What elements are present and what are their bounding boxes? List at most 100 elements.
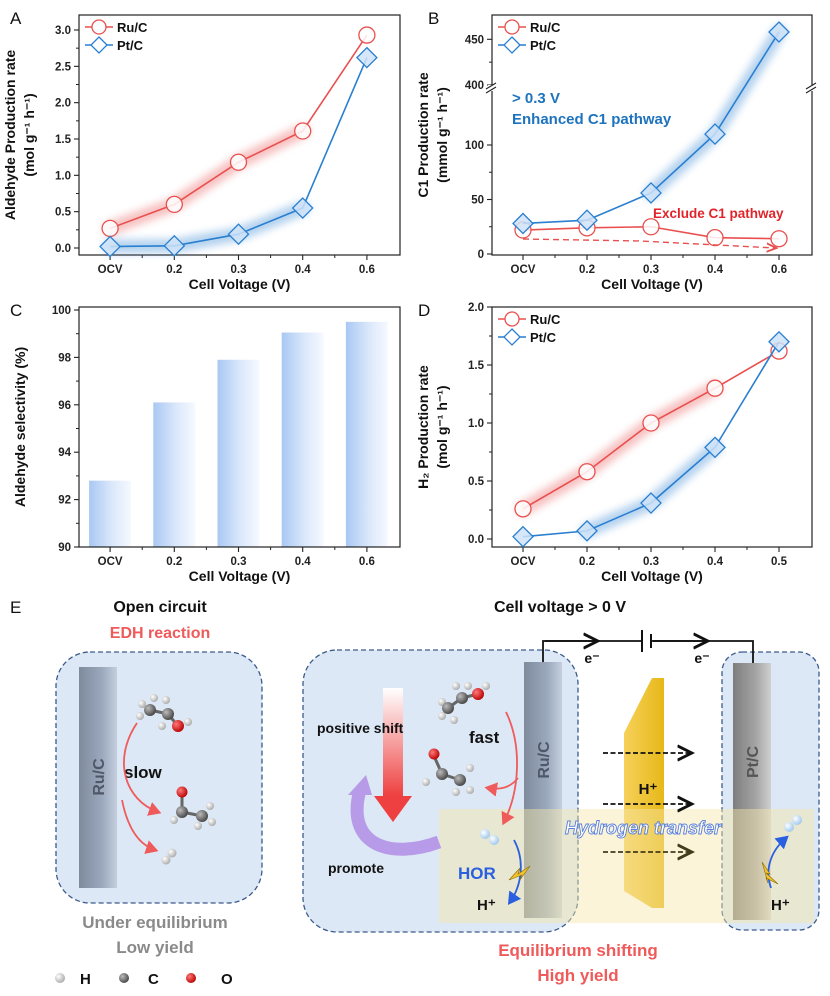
ru-c-electrode-left bbox=[79, 667, 117, 888]
positive-shift-label: positive shift bbox=[317, 720, 404, 736]
y-tick-label: 1.0 bbox=[468, 418, 484, 430]
y-tick-label: 2.5 bbox=[55, 61, 72, 73]
chart-panel-b: OCV 0.2 0.3 0.4 0.6 0 50 100 400 450 Cell Voltage … bbox=[415, 14, 817, 292]
chart-panel-d: OCV 0.2 0.3 0.4 0.5 0.0 0.5 1.0 1.5 2.0 Cell Volta… bbox=[415, 302, 813, 584]
y-tick-label: 1.5 bbox=[55, 134, 72, 146]
atom-legend-c: C bbox=[148, 971, 159, 988]
y-tick-label: 100 bbox=[52, 305, 71, 317]
annotation-enhanced-c1: Enhanced C1 pathway bbox=[512, 111, 672, 128]
data-point-Ru/C bbox=[642, 414, 660, 432]
her-arrow-cathode bbox=[767, 835, 789, 889]
y-axis-title: Aldehyde selectivity (%) bbox=[12, 347, 28, 507]
data-point-Pt/C bbox=[640, 182, 662, 204]
pt-c-label: Pt/C bbox=[745, 746, 762, 778]
x-tick-label: 0.4 bbox=[295, 556, 312, 568]
h2-molecule-anode bbox=[480, 829, 499, 845]
y-axis-title: (mol g⁻¹ h⁻¹) bbox=[21, 93, 37, 176]
bar-0.3 bbox=[217, 359, 260, 547]
x-tick-label: 0.6 bbox=[771, 264, 787, 276]
axis-break-mark bbox=[485, 82, 497, 94]
x-tick-label: 0.6 bbox=[359, 264, 375, 276]
data-point-Pt/C bbox=[99, 235, 122, 258]
data-point-Ru/C bbox=[165, 195, 183, 214]
ru-c-electrode-right bbox=[524, 662, 562, 918]
carbon-atom-icon bbox=[119, 973, 129, 983]
panel-label-a: A bbox=[10, 9, 22, 28]
x-tick-label: 0.2 bbox=[579, 264, 595, 276]
x-tick-label: OCV bbox=[98, 556, 123, 568]
data-point-Ru/C bbox=[706, 379, 724, 397]
edh-reaction-label: EDH reaction bbox=[110, 625, 210, 642]
hor-label: HOR bbox=[458, 864, 496, 883]
y-tick-label: 0.0 bbox=[55, 243, 71, 255]
proton-anode-label: H⁺ bbox=[477, 897, 496, 914]
x-tick-label: 0.3 bbox=[231, 264, 247, 276]
x-tick-label: 0.2 bbox=[166, 264, 182, 276]
axis-break-gap bbox=[488, 85, 496, 91]
hydrogen-transfer-band bbox=[439, 809, 814, 923]
y-tick-label: 1.0 bbox=[55, 170, 71, 182]
annotation-exclude-c1: Exclude C1 pathway bbox=[653, 206, 784, 221]
panel-label-c: C bbox=[10, 301, 22, 320]
oxygen-atom-icon bbox=[186, 973, 196, 983]
y-tick-label: 3.0 bbox=[55, 25, 71, 37]
x-axis-title: Cell Voltage (V) bbox=[189, 276, 291, 292]
acetaldehyde-molecule-right bbox=[422, 748, 474, 796]
reaction-arrow-right bbox=[501, 711, 518, 826]
x-axis-title: Cell Voltage (V) bbox=[189, 568, 291, 584]
schematic-panel-e: E Open circuit EDH reaction Cell voltage… bbox=[10, 598, 820, 988]
bar-OCV bbox=[89, 480, 132, 547]
y-tick-label: 450 bbox=[465, 34, 484, 46]
x-axis-title: Cell Voltage (V) bbox=[601, 568, 703, 584]
bar-0.2 bbox=[153, 402, 196, 547]
data-point-Ru/C bbox=[578, 463, 596, 481]
open-circuit-title: Open circuit bbox=[113, 599, 207, 616]
data-point-Ru/C bbox=[294, 122, 312, 140]
data-point-Pt/C bbox=[768, 330, 790, 353]
x-tick-label: OCV bbox=[511, 556, 536, 568]
panel-label-d: D bbox=[418, 301, 430, 320]
y-tick-label: 90 bbox=[58, 542, 71, 554]
data-point-Pt/C bbox=[704, 436, 726, 459]
panel-label-b: B bbox=[428, 9, 439, 28]
x-tick-label: 0.3 bbox=[643, 264, 659, 276]
atom-legend: H C O bbox=[55, 971, 233, 988]
x-tick-label: 0.4 bbox=[707, 264, 724, 276]
data-point-Pt/C bbox=[576, 519, 598, 542]
legend-marker-diamond bbox=[503, 328, 521, 346]
ru-c-label-right: Ru/C bbox=[536, 741, 553, 779]
data-point-Ru/C bbox=[706, 228, 724, 247]
pt-c-electrode bbox=[733, 663, 771, 920]
y-tick-label: 0 bbox=[478, 249, 484, 261]
data-point-Ru/C bbox=[358, 26, 376, 44]
data-point-Pt/C bbox=[576, 209, 598, 232]
y-axis-title: C1 Production rate bbox=[415, 72, 431, 197]
promote-label: promote bbox=[328, 860, 384, 876]
y-tick-label: 0.5 bbox=[55, 207, 72, 219]
plot-frame bbox=[78, 306, 401, 548]
data-point-Pt/C bbox=[227, 223, 250, 246]
aldehyde-arrow-right bbox=[484, 777, 519, 797]
x-tick-label: 0.3 bbox=[643, 556, 659, 568]
x-tick-label: 0.3 bbox=[231, 556, 247, 568]
y-tick-label: 2.0 bbox=[55, 98, 71, 110]
x-tick-label: 0.4 bbox=[707, 556, 724, 568]
proton-exchange-membrane bbox=[624, 678, 664, 908]
x-tick-label: 0.4 bbox=[295, 264, 312, 276]
legend-label: Pt/C bbox=[117, 38, 144, 53]
proton-membrane-label: H⁺ bbox=[639, 781, 658, 798]
h2-molecule-cathode bbox=[784, 815, 802, 832]
ethanol-molecule-right bbox=[438, 682, 490, 724]
positive-shift-arrow bbox=[374, 688, 412, 822]
data-point-Pt/C bbox=[640, 492, 662, 514]
y-axis-title: (mmol g⁻¹ h⁻¹) bbox=[434, 87, 450, 183]
x-tick-label: 0.2 bbox=[166, 556, 182, 568]
y-tick-label: 2.0 bbox=[468, 302, 484, 314]
atom-legend-h: H bbox=[80, 971, 91, 988]
external-circuit bbox=[542, 630, 754, 663]
data-point-Pt/C bbox=[768, 21, 790, 43]
panel-label-e: E bbox=[10, 598, 21, 617]
plot-frame bbox=[491, 306, 813, 548]
annotation-threshold: > 0.3 V bbox=[512, 90, 560, 107]
